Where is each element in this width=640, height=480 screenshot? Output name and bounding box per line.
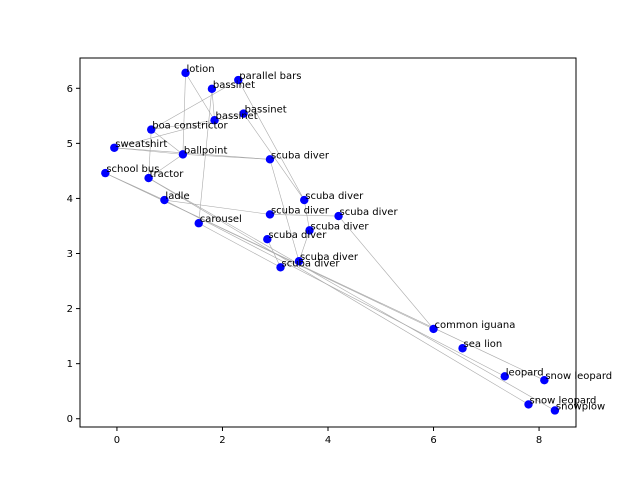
y-axis-ticks: 0 1 2 3 4 5 6 [67, 84, 80, 425]
data-point [524, 400, 533, 409]
data-point [334, 211, 343, 221]
data-point [160, 195, 169, 205]
point-label: carousel [200, 214, 242, 225]
y-tick-label: 0 [67, 414, 73, 425]
y-tick-label: 3 [67, 249, 73, 260]
data-point [294, 257, 304, 266]
point-label: boa constrictor [152, 121, 228, 132]
data-point [263, 234, 272, 244]
edge-line [338, 215, 434, 330]
data-point [210, 116, 219, 125]
data-point [239, 109, 248, 118]
data-point [178, 150, 188, 159]
point-label: sweatshirt [115, 139, 167, 150]
edge-line [164, 199, 270, 215]
edges-layer [105, 72, 556, 411]
x-tick-label: 8 [536, 435, 542, 446]
point-label: bassinet [213, 80, 255, 91]
point-label: scuba diver [271, 150, 330, 161]
edge-line [182, 72, 186, 155]
edge-line [269, 214, 339, 217]
data-point [181, 68, 190, 78]
edge-line [164, 199, 505, 377]
data-point [265, 155, 275, 164]
data-point [207, 84, 217, 94]
point-label: bassinet [216, 111, 258, 122]
point-label: leopard [506, 367, 544, 378]
edge-line [151, 119, 215, 130]
edge-line [267, 239, 281, 268]
edge-line [238, 79, 305, 201]
point-label: bassinet [245, 105, 287, 116]
data-point [147, 125, 156, 134]
point-label: snow leopard [530, 395, 597, 406]
y-tick-label: 1 [67, 359, 73, 370]
point-label: scuba diver [282, 258, 341, 269]
edge-line [151, 79, 239, 130]
edge-line [198, 222, 281, 268]
edge-line [269, 159, 300, 262]
point-label: lotion [187, 64, 215, 75]
data-point [110, 143, 119, 152]
point-label: snow leopard [545, 371, 612, 382]
data-point [500, 372, 509, 381]
axes-frame [79, 57, 577, 428]
edge-line [298, 230, 310, 262]
x-axis-ticks: 0 2 4 6 8 [114, 427, 542, 446]
edge-line [243, 113, 305, 201]
x-tick-label: 4 [325, 435, 331, 446]
edge-line [148, 154, 184, 179]
edge-line [185, 72, 215, 121]
edge-line [151, 129, 184, 155]
edge-line [148, 177, 529, 405]
point-label: tractor [150, 169, 185, 180]
edge-line [211, 88, 215, 121]
data-point [305, 226, 314, 235]
point-label: sea lion [464, 339, 503, 350]
edge-line [148, 129, 152, 179]
data-point [101, 168, 110, 178]
point-label: scuba diver [311, 221, 370, 232]
point-label: common iguana [435, 320, 516, 331]
data-point [234, 75, 243, 85]
data-point [276, 263, 285, 272]
edge-line [148, 177, 556, 411]
data-point [540, 375, 549, 385]
point-label: school bus [106, 164, 159, 175]
point-label: scuba diver [340, 207, 399, 218]
data-point [550, 406, 560, 415]
point-label: scuba diver [268, 230, 327, 241]
point-label: snowplow [556, 401, 605, 412]
edge-line [198, 88, 213, 224]
y-tick-label: 6 [67, 84, 73, 95]
point-label: scuba diver [300, 252, 359, 263]
edge-line [114, 147, 270, 160]
y-tick-label: 2 [67, 304, 73, 315]
data-point [265, 210, 275, 219]
x-tick-label: 6 [430, 435, 436, 446]
point-label: parallel bars [239, 71, 301, 82]
y-tick-label: 4 [67, 194, 73, 205]
data-point [429, 324, 438, 334]
data-point [458, 344, 467, 353]
point-label: ladle [165, 191, 189, 202]
edge-line [303, 200, 310, 231]
x-tick-label: 2 [219, 435, 225, 446]
data-point [300, 195, 309, 205]
y-tick-label: 5 [67, 139, 73, 150]
points-layer [101, 68, 560, 415]
data-point [144, 173, 153, 183]
point-label: scuba diver [305, 191, 364, 202]
point-label: ballpoint [184, 145, 228, 156]
data-point [194, 219, 203, 228]
point-label: scuba diver [271, 205, 330, 216]
edge-line [114, 113, 244, 149]
x-tick-label: 0 [114, 435, 120, 446]
